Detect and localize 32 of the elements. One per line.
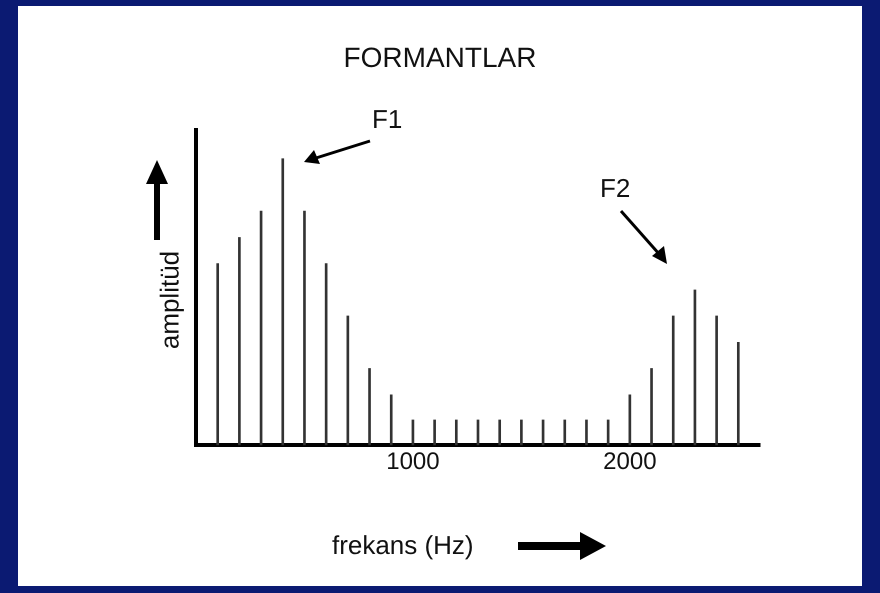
chart-title: FORMANTLAR [342, 42, 538, 74]
x-tick-label: 2000 [603, 448, 657, 476]
bar [476, 420, 480, 446]
bar [368, 368, 371, 446]
bar [412, 420, 414, 446]
bar [606, 420, 610, 446]
bar [238, 237, 241, 446]
bar [281, 158, 284, 446]
bar [346, 316, 350, 446]
bar [390, 394, 393, 446]
bar [585, 420, 588, 446]
x-axis-title: frekans (Hz) [332, 530, 474, 561]
bar [542, 420, 544, 446]
text: F1 [372, 104, 402, 135]
bar [433, 420, 436, 446]
bar [520, 420, 523, 446]
bar [454, 420, 458, 446]
bar [260, 210, 262, 446]
bar [672, 316, 675, 446]
bar [303, 210, 306, 446]
bar [650, 368, 653, 446]
bar [498, 420, 502, 446]
bar [715, 316, 718, 446]
bar [216, 263, 220, 446]
bar [694, 290, 696, 446]
annotation: F2 [600, 173, 630, 204]
bar [736, 342, 740, 446]
x-tick-label: 1000 [386, 448, 440, 476]
bar [563, 420, 566, 446]
bar [324, 263, 328, 446]
y-axis-title: amplitüd [154, 250, 186, 350]
bar [628, 394, 632, 446]
